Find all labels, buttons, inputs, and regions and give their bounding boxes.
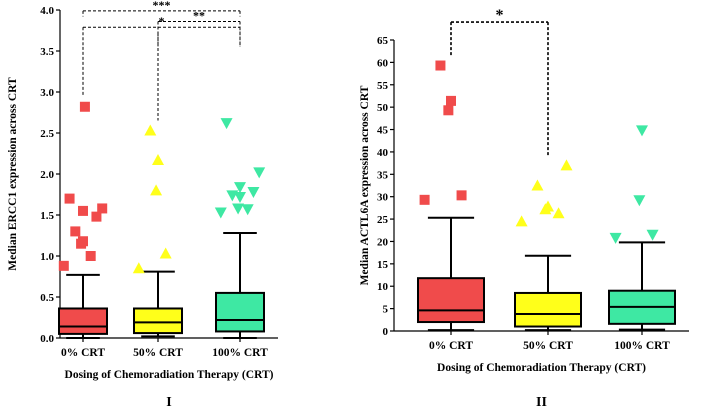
outlier-point bbox=[78, 236, 88, 247]
outlier-point bbox=[515, 215, 528, 227]
significance-label: * bbox=[496, 7, 504, 24]
outlier-point bbox=[419, 194, 430, 205]
outlier-point bbox=[542, 200, 554, 212]
outlier-point bbox=[91, 211, 102, 222]
outlier-point bbox=[443, 105, 454, 116]
y-tick-label: 2.5 bbox=[40, 128, 54, 140]
y-tick-label: 55 bbox=[377, 80, 389, 92]
outlier-point bbox=[64, 193, 75, 204]
outlier-point bbox=[531, 179, 544, 191]
y-tick-label: 1.5 bbox=[40, 210, 54, 222]
y-tick-label: 30 bbox=[377, 192, 389, 204]
x-tick-label: 0% CRT bbox=[61, 347, 105, 359]
box-iqr bbox=[417, 277, 485, 324]
outlier-point bbox=[97, 203, 108, 214]
outlier-point bbox=[152, 154, 164, 166]
significance-label: *** bbox=[153, 0, 171, 12]
y-tick-label: 20 bbox=[377, 236, 389, 248]
x-tick-label: 50% CRT bbox=[523, 340, 573, 352]
y-tick-label: 15 bbox=[377, 259, 389, 271]
outlier-point bbox=[232, 203, 245, 215]
x-tick-label: 0% CRT bbox=[429, 340, 473, 352]
y-tick-label: 60 bbox=[377, 57, 389, 69]
box-iqr bbox=[133, 307, 183, 335]
outlier-point bbox=[150, 184, 163, 196]
outlier-point bbox=[85, 251, 96, 261]
y-tick-label: 50 bbox=[377, 102, 389, 114]
y-tick-label: 0 bbox=[383, 326, 389, 338]
outlier-point bbox=[646, 229, 659, 241]
outlier-point bbox=[79, 101, 90, 112]
outlier-point bbox=[241, 204, 254, 216]
y-tick-label: 40 bbox=[377, 147, 389, 159]
y-tick-label: 4.0 bbox=[40, 5, 54, 17]
y-tick-label: 0.0 bbox=[40, 333, 54, 345]
y-tick-label: 2.0 bbox=[40, 169, 54, 181]
outlier-point bbox=[633, 195, 646, 207]
y-tick-label: 45 bbox=[377, 125, 389, 137]
outlier-point bbox=[253, 167, 266, 179]
panel-label: I bbox=[166, 395, 171, 410]
outlier-point bbox=[446, 95, 456, 106]
x-axis-title: Dosing of Chemoradiation Therapy (CRT) bbox=[437, 362, 646, 374]
outlier-point bbox=[58, 260, 69, 271]
outlier-point bbox=[234, 182, 246, 194]
outlier-point bbox=[234, 191, 246, 203]
outlier-point bbox=[144, 124, 157, 136]
y-tick-label: 3.5 bbox=[40, 46, 54, 58]
outlier-point bbox=[220, 118, 233, 130]
outlier-point bbox=[636, 125, 648, 137]
panel-ercc1: 0.0 0.5 1.0 1.5 2.0 2.5 3.0 3.5 4.0 Median ERCC1 … bbox=[7, 0, 278, 410]
box-iqr bbox=[58, 307, 108, 335]
y-tick-label: 5 bbox=[383, 304, 389, 316]
outlier-point bbox=[78, 205, 88, 216]
outlier-point bbox=[132, 262, 145, 274]
y-tick-label: 10 bbox=[377, 281, 389, 293]
panel-actl6a: 0 5 10 15 20 25 30 35 40 45 50 55 60 65 Median ACTL6A … bbox=[359, 7, 689, 410]
x-tick-label: 100% CRT bbox=[212, 347, 268, 359]
outlier-point bbox=[456, 190, 467, 201]
y-tick-label: 0.5 bbox=[40, 292, 54, 304]
outlier-point bbox=[70, 226, 81, 237]
outlier-point bbox=[560, 159, 573, 171]
box-iqr bbox=[215, 291, 265, 333]
outlier-point bbox=[247, 187, 260, 199]
outlier-point bbox=[159, 247, 172, 259]
y-tick-label: 35 bbox=[377, 169, 389, 181]
y-tick-label: 3.0 bbox=[40, 87, 54, 99]
x-tick-label: 100% CRT bbox=[614, 340, 670, 352]
outlier-point bbox=[226, 190, 239, 202]
box-iqr bbox=[514, 291, 582, 328]
significance-label: ** bbox=[193, 8, 205, 22]
outlier-point bbox=[435, 60, 446, 71]
outlier-point bbox=[609, 232, 622, 244]
y-tick-label: 65 bbox=[377, 35, 389, 47]
y-axis-title: Median ERCC1 expression across CRT bbox=[7, 77, 19, 271]
outlier-point bbox=[214, 207, 227, 219]
y-axis-title: Median ACTL6A expression across CRT bbox=[359, 85, 371, 285]
x-tick-label: 50% CRT bbox=[133, 347, 183, 359]
x-axis-title: Dosing of Chemoradiation Therapy (CRT) bbox=[65, 369, 274, 381]
y-tick-label: 1.0 bbox=[40, 251, 54, 263]
outlier-point bbox=[552, 207, 565, 219]
significance-label: * bbox=[159, 14, 165, 28]
y-tick-label: 25 bbox=[377, 214, 389, 226]
panel-label: II bbox=[536, 395, 547, 410]
